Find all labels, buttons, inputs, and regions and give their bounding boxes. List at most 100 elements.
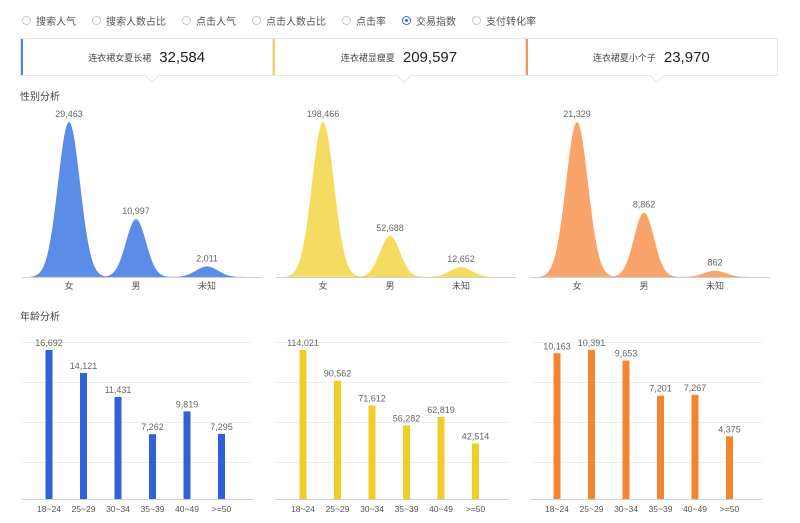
gender-area-3 (671, 270, 759, 277)
gender-area-1 (25, 122, 113, 277)
card-accent-bar (273, 39, 276, 75)
gender-value-label: 2,011 (196, 253, 218, 263)
radio-option-7[interactable]: 支付转化率 (472, 13, 536, 28)
age-category-label: 40~49 (429, 504, 453, 514)
age-value-label: 62,819 (427, 405, 455, 415)
radio-option-3[interactable]: 点击人气 (182, 13, 236, 28)
age-bar-5 (691, 394, 699, 499)
age-chart-3: 10,163 18~24 10,391 25~29 9,653 30~34 7,201 35~… (530, 338, 762, 514)
age-value-label: 4,375 (718, 424, 741, 434)
age-value-label: 114,021 (287, 338, 319, 348)
age-bar-2 (588, 350, 595, 499)
gender-category-label: 男 (385, 281, 394, 291)
age-category-label: 25~29 (72, 504, 96, 514)
gender-value-label: 198,466 (307, 109, 340, 119)
gender-category-label: 女 (318, 280, 327, 291)
card-label: 连衣裙夏小个子 (592, 52, 656, 63)
gender-category-label: 未知 (198, 280, 216, 291)
gender-area-1 (279, 122, 367, 277)
card-selected-pointer (397, 68, 412, 84)
card-label: 连衣裙女夏长裙 (88, 52, 152, 63)
age-section-title: 年龄分析 (20, 312, 60, 323)
gender-value-label: 10,997 (122, 206, 150, 216)
radio-option-1[interactable]: 搜索人气 (22, 13, 76, 28)
radio-label: 点击率 (356, 16, 386, 28)
radio-label: 交易指数 (416, 16, 456, 28)
age-bar-6 (726, 436, 733, 499)
radio-unchecked-icon[interactable] (342, 15, 351, 25)
age-bar-3 (114, 396, 122, 499)
age-category-label: >=50 (212, 504, 232, 514)
age-bar-5 (437, 416, 445, 499)
card-selected-pointer (649, 68, 664, 84)
gender-value-label: 29,463 (55, 109, 83, 119)
gender-chart-1: 29,463 女 10,997 男 2,011 未知 (22, 109, 262, 291)
age-category-label: 30~34 (614, 504, 638, 514)
radio-unchecked-icon[interactable] (22, 15, 31, 25)
radio-unchecked-icon[interactable] (92, 15, 101, 25)
radio-option-6[interactable]: 交易指数 (402, 13, 456, 28)
age-value-label: 14,121 (70, 361, 98, 371)
age-category-label: 35~39 (395, 504, 419, 514)
age-bar-3 (622, 360, 630, 499)
radio-option-2[interactable]: 搜索人数占比 (92, 13, 166, 28)
age-bar-5 (183, 411, 191, 499)
gender-area-2 (96, 219, 176, 277)
radio-option-4[interactable]: 点击人数占比 (252, 13, 326, 28)
gender-category-label: 男 (131, 281, 140, 291)
age-value-label: 71,612 (358, 393, 386, 403)
metric-radio-group: 搜索人气 搜索人数占比 点击人气 点击人数占比 点击率 交易指数 支付转化率 (22, 12, 552, 28)
age-value-label: 9,819 (176, 399, 199, 409)
gender-value-label: 8,862 (633, 200, 656, 210)
card-label: 连衣裙显瘦夏 (340, 52, 395, 63)
age-bar-1 (45, 350, 53, 499)
gender-category-label: 女 (64, 280, 73, 291)
age-chart-2: 114,021 18~24 90,562 25~29 71,612 30~34 56,282… (276, 338, 508, 514)
gender-category-label: 男 (639, 281, 648, 291)
age-value-label: 7,201 (649, 384, 672, 394)
age-category-label: 30~34 (360, 504, 384, 514)
age-category-label: 40~49 (175, 504, 199, 514)
radio-unchecked-icon[interactable] (252, 15, 261, 25)
age-category-label: 18~24 (545, 504, 569, 514)
gender-chart-2: 198,466 女 52,688 男 12,652 未知 (276, 109, 516, 291)
age-value-label: 42,514 (462, 431, 490, 441)
radio-option-5[interactable]: 点击率 (342, 13, 386, 28)
radio-label: 点击人气 (196, 16, 236, 28)
gender-chart-3: 21,329 女 8,862 男 862 未知 (530, 109, 770, 291)
gender-value-label: 12,652 (447, 254, 475, 264)
age-bar-6 (218, 433, 225, 499)
age-category-label: >=50 (720, 504, 740, 514)
keyword-card-3[interactable]: 连衣裙夏小个子 23,970 (525, 39, 777, 84)
age-value-label: 7,295 (210, 422, 233, 432)
gender-value-label: 862 (707, 258, 722, 268)
age-value-label: 56,282 (393, 413, 421, 423)
age-bar-4 (403, 425, 410, 499)
age-value-label: 90,562 (324, 369, 352, 379)
radio-unchecked-icon[interactable] (182, 15, 191, 25)
age-value-label: 10,391 (578, 338, 606, 348)
gender-category-label: 未知 (706, 280, 724, 291)
radio-checked-icon[interactable] (402, 15, 411, 25)
keyword-card-1[interactable]: 连衣裙女夏长裙 32,584 (21, 39, 274, 84)
age-category-label: 35~39 (649, 504, 673, 514)
age-bar-1 (299, 350, 307, 499)
age-bar-3 (368, 405, 376, 499)
age-category-label: 35~39 (141, 504, 165, 514)
gender-area-2 (350, 235, 430, 277)
radio-label: 点击人数占比 (266, 16, 326, 28)
age-category-label: >=50 (466, 504, 486, 514)
age-chart-1: 16,692 18~24 14,121 25~29 11,431 30~34 7,262 35… (22, 338, 254, 514)
card-accent-bar (525, 39, 528, 75)
gender-area-1 (533, 122, 621, 277)
card-value: 209,597 (402, 48, 458, 66)
age-bar-4 (657, 395, 664, 499)
age-bar-4 (149, 434, 156, 499)
age-value-label: 10,163 (543, 341, 571, 351)
keyword-card-2[interactable]: 连衣裙显瘦夏 209,597 (273, 39, 526, 84)
age-category-label: 25~29 (580, 504, 604, 514)
age-category-label: 40~49 (683, 504, 707, 514)
radio-unchecked-icon[interactable] (472, 15, 481, 25)
card-value: 23,970 (663, 48, 710, 66)
gender-value-label: 21,329 (563, 109, 591, 119)
